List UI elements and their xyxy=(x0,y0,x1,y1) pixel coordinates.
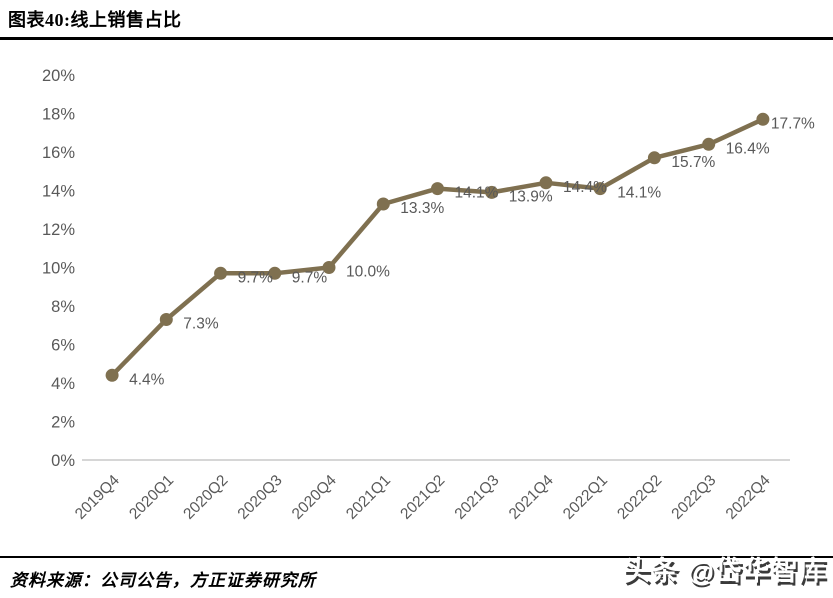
x-tick-label: 2022Q2 xyxy=(614,472,665,523)
data-point-marker xyxy=(756,112,770,126)
x-tick-label: 2021Q2 xyxy=(397,472,448,523)
data-point-marker xyxy=(159,313,173,326)
x-tick-label: 2020Q2 xyxy=(180,472,231,523)
data-point-marker xyxy=(214,266,228,280)
data-point-marker xyxy=(702,137,716,151)
watermark-text: 头条 @岱华智库 xyxy=(623,556,827,586)
data-point-label: 10.0% xyxy=(346,264,390,281)
data-point-label: 16.4% xyxy=(726,140,770,157)
footer-divider-line xyxy=(0,556,833,558)
data-point-marker xyxy=(539,176,553,190)
data-point-label: 17.7% xyxy=(771,115,815,132)
series-line xyxy=(109,117,766,378)
x-tick-label: 2021Q3 xyxy=(452,472,503,523)
y-tick-label: 20% xyxy=(42,67,75,85)
y-tick-label: 12% xyxy=(42,221,75,239)
data-point-label: 14.1% xyxy=(455,185,499,202)
data-point-label: 14.4% xyxy=(563,179,607,196)
data-point-marker xyxy=(376,197,390,211)
y-tick-label: 8% xyxy=(51,298,75,316)
line-chart: 0% 2% 4% 6% 8% 10% 12% 14% 16% 18% 20% 2019Q4 2020Q1… xyxy=(42,67,815,523)
y-tick-label: 4% xyxy=(51,375,75,393)
x-tick-label: 2021Q1 xyxy=(343,472,394,523)
x-tick-label: 2022Q1 xyxy=(560,472,611,523)
y-tick-label: 18% xyxy=(42,106,75,124)
title-divider-line xyxy=(0,37,833,40)
y-tick-label: 10% xyxy=(42,260,75,278)
source-note: 资料来源：公司公告，方正证券研究所 xyxy=(10,571,316,590)
figure-title: 图表40:线上销售占比 xyxy=(8,10,182,30)
data-point-label: 9.7% xyxy=(292,269,328,286)
data-point-label: 9.7% xyxy=(238,269,274,286)
x-tick-label: 2022Q4 xyxy=(723,472,774,523)
data-point-marker xyxy=(322,261,336,274)
x-tick-label: 2020Q4 xyxy=(289,472,340,523)
x-tick-label: 2021Q4 xyxy=(506,472,557,523)
y-tick-label: 6% xyxy=(51,337,75,355)
x-tick-label: 2020Q3 xyxy=(235,472,286,523)
y-tick-label: 14% xyxy=(42,183,75,201)
data-point-marker xyxy=(268,266,282,280)
data-point-label: 4.4% xyxy=(129,371,165,388)
data-point-label: 13.3% xyxy=(400,200,444,217)
data-point-marker xyxy=(647,151,661,165)
y-tick-label: 16% xyxy=(42,144,75,162)
data-point-label: 13.9% xyxy=(509,188,553,205)
data-point-label: 7.3% xyxy=(183,316,219,333)
data-point-label: 15.7% xyxy=(671,154,715,171)
x-tick-label: 2019Q4 xyxy=(72,472,123,523)
data-point-marker xyxy=(431,182,444,196)
x-tick-label: 2022Q3 xyxy=(668,472,719,523)
y-tick-label: 0% xyxy=(51,452,75,470)
y-tick-label: 2% xyxy=(51,414,75,432)
data-point-label: 14.1% xyxy=(617,185,661,202)
data-point-marker xyxy=(105,368,119,382)
x-tick-label: 2020Q1 xyxy=(126,472,177,523)
data-point-marker xyxy=(485,185,499,199)
data-point-marker xyxy=(593,182,607,196)
